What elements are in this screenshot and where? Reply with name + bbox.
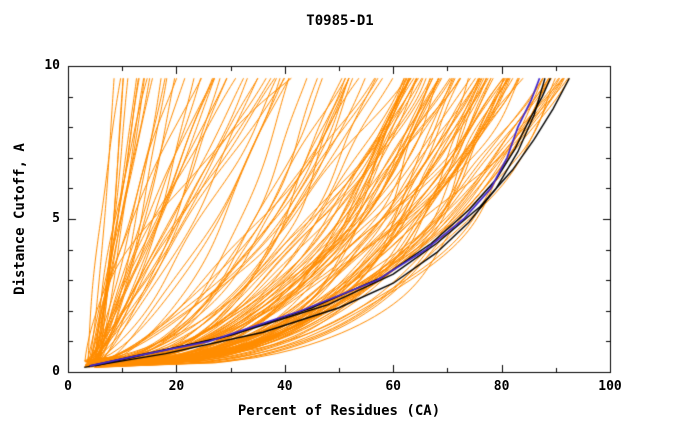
y-axis-label: Distance Cutoff, A	[12, 143, 28, 295]
chart-title: T0985-D1	[306, 13, 374, 29]
x-tick-label: 60	[385, 379, 402, 394]
x-tick-label: 20	[168, 379, 185, 394]
x-tick-label: 0	[64, 379, 72, 394]
y-tick-label: 5	[52, 211, 60, 226]
x-tick-label: 80	[493, 379, 510, 394]
x-axis-label: Percent of Residues (CA)	[237, 403, 441, 419]
y-tick-label: 0	[52, 364, 60, 379]
x-tick-label: 100	[598, 379, 622, 394]
y-tick-label: 10	[44, 58, 60, 73]
x-tick-label: 40	[276, 379, 293, 394]
